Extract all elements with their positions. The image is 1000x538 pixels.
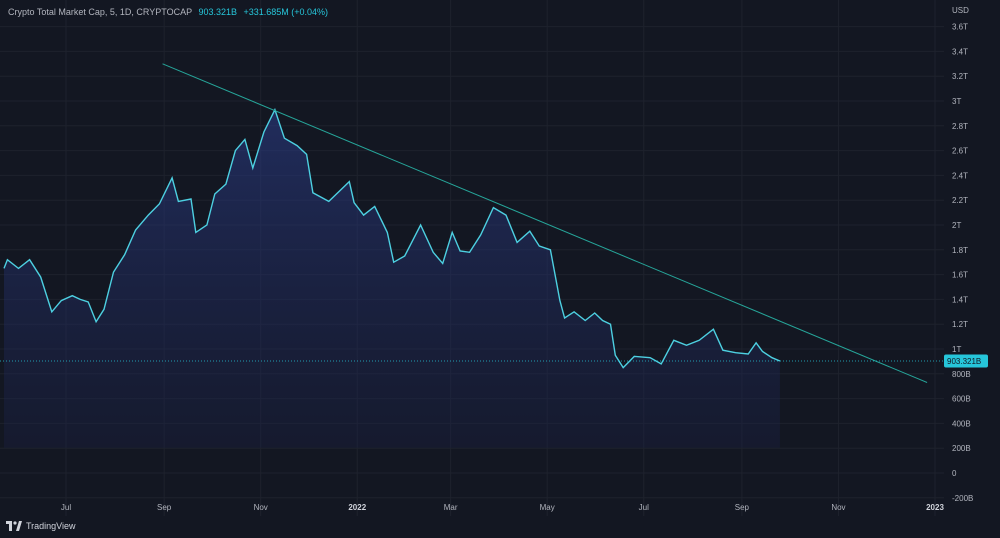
- currency-label: USD: [952, 6, 969, 15]
- last-value: 903.321B: [198, 7, 237, 17]
- y-tick-label: 2.4T: [952, 171, 968, 180]
- y-tick-label: 3T: [952, 97, 961, 106]
- y-tick-label: 400B: [952, 419, 971, 428]
- y-tick-label: -200B: [952, 494, 973, 503]
- x-tick-label: Sep: [157, 503, 172, 512]
- footer-bar: TradingView: [0, 516, 1000, 538]
- x-tick-label: Nov: [254, 503, 268, 512]
- x-tick-label: 2022: [348, 503, 366, 512]
- y-tick-label: 3.6T: [952, 23, 968, 32]
- price-axis[interactable]: [944, 0, 1000, 516]
- last-price-tag: 903.321B: [944, 354, 988, 368]
- y-tick-label: 1.8T: [952, 246, 968, 255]
- y-tick-label: 200B: [952, 444, 971, 453]
- tradingview-logo[interactable]: TradingView: [6, 521, 76, 531]
- y-tick-label: 800B: [952, 370, 971, 379]
- area-fill: [4, 109, 780, 448]
- change-value: +331.685M (+0.04%): [243, 7, 329, 17]
- x-tick-label: Jul: [639, 503, 649, 512]
- tradingview-icon: [6, 521, 22, 531]
- y-tick-label: 2.8T: [952, 122, 968, 131]
- x-axis-labels: Jul Sep Nov 2022 Mar May Jul Sep Nov 2023: [61, 503, 945, 512]
- y-tick-label: 3.2T: [952, 72, 968, 81]
- symbol-title[interactable]: Crypto Total Market Cap, 5, 1D, CRYPTOCA…: [8, 7, 192, 17]
- brand-name: TradingView: [26, 521, 76, 531]
- price-chart[interactable]: 3.6T 3.4T 3.2T 3T 2.8T 2.6T 2.4T 2.2T 2T 1.8T 1.6T…: [0, 0, 1000, 516]
- y-tick-label: 1T: [952, 345, 961, 354]
- y-tick-label: 1.2T: [952, 320, 968, 329]
- y-tick-label: 2.2T: [952, 196, 968, 205]
- trendline[interactable]: [162, 63, 928, 383]
- y-tick-label: 2.6T: [952, 147, 968, 156]
- y-tick-label: 600B: [952, 395, 971, 404]
- x-tick-label: Jul: [61, 503, 71, 512]
- price-line: [3, 107, 781, 369]
- x-tick-label: Sep: [735, 503, 750, 512]
- y-tick-label: 0: [952, 469, 957, 478]
- y-tick-label: 2T: [952, 221, 961, 230]
- y-axis-labels: 3.6T 3.4T 3.2T 3T 2.8T 2.6T 2.4T 2.2T 2T 1.8T 1.6T…: [952, 23, 973, 503]
- x-tick-label: Mar: [444, 503, 458, 512]
- x-tick-label: May: [540, 503, 555, 512]
- legend-header: Crypto Total Market Cap, 5, 1D, CRYPTOCA…: [8, 7, 328, 17]
- svg-text:903.321B: 903.321B: [947, 357, 981, 366]
- x-tick-label: 2023: [926, 503, 944, 512]
- y-tick-label: 1.6T: [952, 271, 968, 280]
- y-tick-label: 3.4T: [952, 47, 968, 56]
- x-tick-label: Nov: [831, 503, 845, 512]
- y-tick-label: 1.4T: [952, 295, 968, 304]
